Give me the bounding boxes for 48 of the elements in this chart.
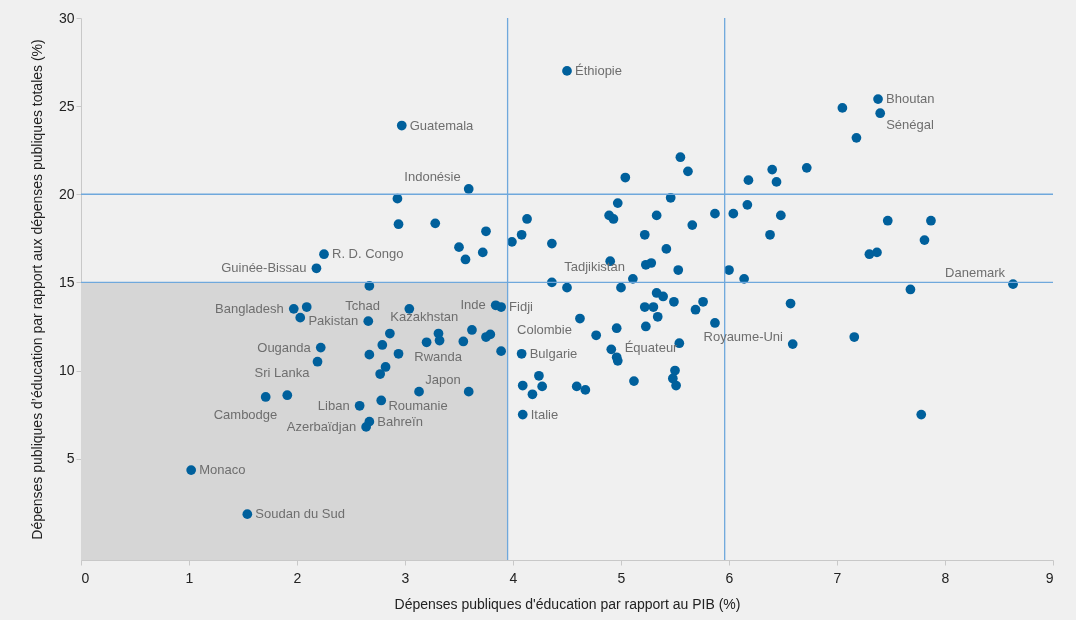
- annotation: Éthiopie: [575, 62, 622, 78]
- annotation: Tchad: [345, 298, 380, 314]
- x-tick-label: 0: [81, 569, 90, 586]
- y-tick-label: 10: [58, 362, 75, 379]
- annotation: Ouganda: [257, 339, 312, 355]
- x-tick-label: 4: [509, 569, 518, 586]
- annotation: Liban: [317, 397, 350, 413]
- annotation: Monaco: [199, 462, 246, 478]
- annotation: Bhoutan: [886, 91, 935, 107]
- annotation: R. D. Congo: [332, 246, 404, 262]
- x-tick-label: 5: [617, 569, 626, 586]
- x-tick-label: 6: [725, 569, 734, 586]
- x-tick-label: 1: [185, 569, 194, 586]
- annotation: Cambodge: [213, 406, 278, 422]
- annotation: Pakistan: [308, 313, 359, 329]
- annotation: Soudan du Sud: [255, 506, 345, 522]
- annotation: Tadjikistan: [564, 259, 625, 275]
- annotation: Fidji: [509, 299, 534, 315]
- y-tick-label: 15: [58, 273, 75, 290]
- annotation: Inde: [460, 297, 486, 313]
- annotation: Roumanie: [388, 398, 448, 414]
- x-tick-label: 3: [401, 569, 410, 586]
- annotation: Indonésie: [404, 169, 461, 185]
- annotation: Sénégal: [886, 116, 935, 132]
- y-tick-label: 20: [58, 185, 75, 202]
- annotation: Kazakhstan: [390, 309, 459, 325]
- y-tick-label: 25: [58, 97, 75, 114]
- x-tick-label: 9: [1045, 569, 1054, 586]
- y-tick-label: 5: [66, 450, 75, 467]
- annotation: Guatemala: [409, 117, 475, 133]
- y-tick-label: 30: [58, 9, 75, 26]
- annotation: Équateur: [624, 339, 679, 355]
- x-tick-label: 7: [833, 569, 842, 586]
- x-tick-label: 8: [941, 569, 950, 586]
- annotation: Bulgarie: [529, 345, 578, 361]
- annotation: Bahreïn: [377, 413, 423, 429]
- annotation: Colombie: [517, 322, 572, 338]
- annotation: Danemark: [945, 264, 1006, 280]
- annotation: Italie: [530, 406, 559, 422]
- annotation: Sri Lanka: [254, 365, 311, 381]
- x-tick-label: 2: [293, 569, 302, 586]
- annotation: Japon: [425, 372, 461, 388]
- y-axis-title: Dépenses publiques d’éducation par rapport aux dépenses publiques totales (%): [28, 39, 45, 540]
- annotation: Azerbaïdjan: [286, 418, 357, 434]
- x-axis-title: Dépenses publiques d'éducation par rapport au PIB (%): [394, 595, 741, 612]
- annotation: Bangladesh: [215, 300, 284, 316]
- annotation: Guinée-Bissau: [221, 260, 307, 276]
- annotation: Rwanda: [414, 349, 463, 365]
